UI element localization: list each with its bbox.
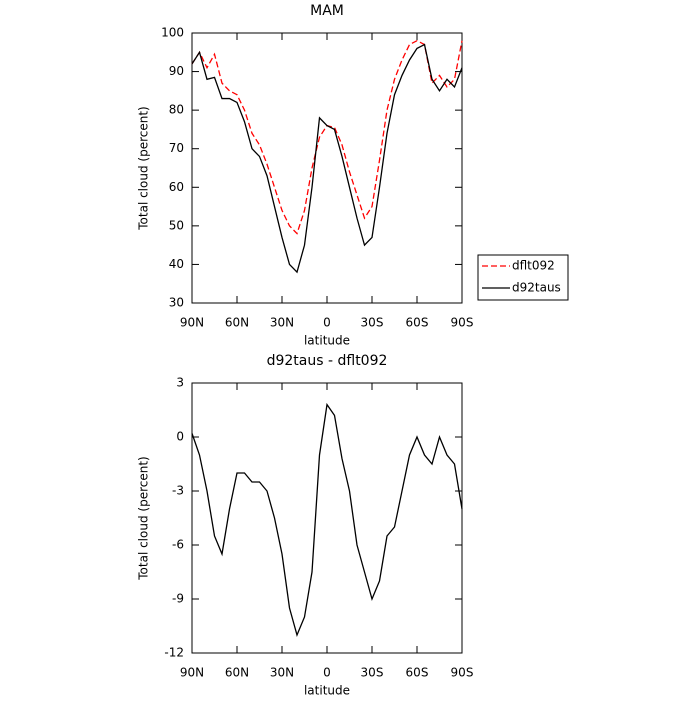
series-line: [191, 43, 463, 274]
x-tick-label: 60S: [406, 316, 429, 330]
y-tick-label: 60: [169, 180, 184, 194]
y-axis-label: Total cloud (percent): [137, 106, 151, 230]
x-tick-label: 60S: [406, 666, 429, 680]
x-tick-label: 30S: [361, 666, 384, 680]
x-tick-label: 60N: [225, 666, 249, 680]
y-tick-label: 50: [169, 218, 184, 232]
x-tick-label: 90S: [451, 316, 474, 330]
legend-label: d92taus: [512, 281, 561, 295]
x-tick-label: 30N: [270, 666, 294, 680]
y-tick-label: 40: [169, 257, 184, 271]
series-line: [191, 402, 463, 637]
x-tick-label: 0: [323, 316, 331, 330]
x-tick-label: 90N: [180, 316, 204, 330]
y-tick-label: 0: [176, 430, 184, 444]
x-axis-label: latitude: [304, 684, 350, 698]
chart-title: d92taus - dflt092: [267, 353, 388, 369]
y-tick-label: 70: [169, 141, 184, 155]
x-tick-label: 30S: [361, 316, 384, 330]
plot-frame: [191, 32, 463, 304]
chart-title: MAM: [310, 3, 344, 19]
x-tick-label: 0: [323, 666, 331, 680]
y-tick-label: 80: [169, 103, 184, 117]
legend-box: [477, 254, 569, 301]
x-tick-label: 90S: [451, 666, 474, 680]
y-tick-label: 30: [169, 296, 184, 310]
y-tick-label: -6: [172, 538, 184, 552]
y-tick-label: 90: [169, 64, 184, 78]
series-line: [191, 39, 463, 235]
y-tick-label: 3: [176, 376, 184, 390]
y-axis-label: Total cloud (percent): [137, 456, 151, 580]
x-tick-label: 60N: [225, 316, 249, 330]
y-tick-label: 100: [161, 26, 184, 40]
x-tick-label: 30N: [270, 316, 294, 330]
plot-frame: [191, 382, 463, 654]
x-axis-label: latitude: [304, 334, 350, 348]
legend-label: dflt092: [512, 259, 555, 273]
y-tick-label: -3: [172, 484, 184, 498]
y-tick-label: -9: [172, 592, 184, 606]
y-tick-label: -12: [164, 646, 184, 660]
x-tick-label: 90N: [180, 666, 204, 680]
